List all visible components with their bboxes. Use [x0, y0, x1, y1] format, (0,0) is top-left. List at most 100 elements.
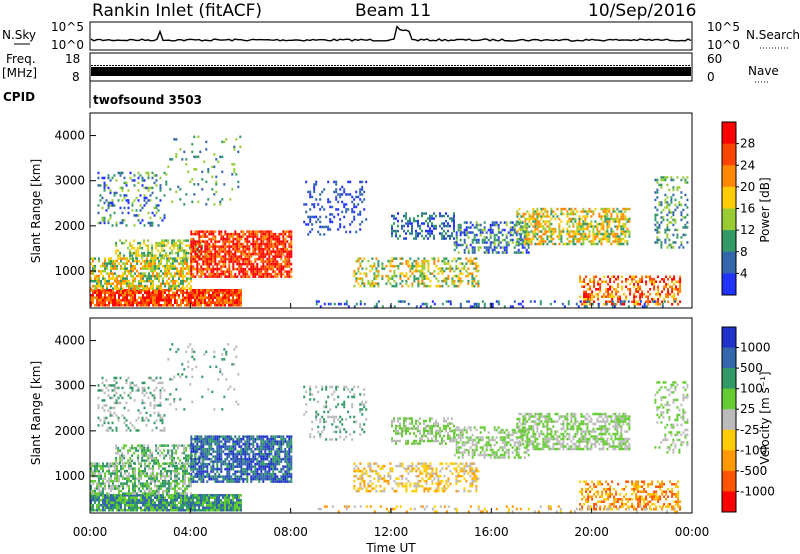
range-cell — [345, 300, 348, 303]
range-cell — [218, 230, 221, 233]
range-cell — [150, 257, 152, 260]
range-cell — [288, 257, 291, 261]
range-cell — [572, 225, 575, 228]
range-cell — [94, 296, 96, 299]
range-cell — [248, 252, 251, 256]
range-cell — [411, 227, 413, 230]
range-cell — [677, 303, 680, 306]
range-cell — [329, 220, 332, 224]
range-cell — [447, 284, 450, 288]
range-cell — [678, 246, 681, 249]
range-cell — [572, 212, 575, 216]
range-cell — [150, 259, 152, 263]
range-cell — [112, 259, 114, 263]
range-cell — [166, 474, 168, 478]
range-cell — [208, 499, 210, 502]
range-cell — [160, 509, 162, 512]
range-cell — [224, 301, 226, 304]
range-cell — [335, 208, 338, 211]
range-cell — [134, 299, 136, 302]
range-cell — [264, 275, 267, 278]
range-cell — [232, 301, 234, 304]
range-cell — [214, 262, 217, 266]
range-cell — [219, 200, 222, 204]
range-cell — [106, 279, 108, 283]
range-cell — [224, 494, 226, 497]
range-cell — [200, 289, 202, 292]
range-cell — [138, 467, 140, 470]
range-cell — [96, 492, 98, 495]
range-cell — [534, 220, 537, 223]
range-cell — [272, 237, 275, 241]
range-cell — [156, 477, 158, 480]
range-cell — [196, 509, 198, 512]
range-cell — [417, 282, 420, 285]
range-cell — [206, 240, 209, 243]
range-cell — [232, 289, 234, 292]
range-cell — [453, 284, 456, 288]
range-cell — [485, 248, 488, 252]
range-cell — [148, 277, 150, 280]
range-cell — [222, 240, 225, 243]
range-cell — [145, 254, 148, 257]
range-cell — [104, 279, 106, 283]
range-cell — [219, 155, 222, 159]
range-cell — [100, 494, 102, 497]
range-cell — [517, 302, 520, 306]
range-cell — [433, 302, 436, 306]
range-cell — [194, 267, 197, 271]
range-cell — [130, 296, 132, 299]
range-cell — [97, 171, 100, 175]
range-cell — [631, 278, 634, 281]
range-cell — [233, 170, 236, 174]
range-cell — [274, 237, 277, 241]
range-cell — [140, 289, 142, 292]
range-cell — [160, 469, 162, 473]
range-cell — [608, 240, 611, 243]
range-cell — [100, 489, 102, 493]
range-cell — [619, 300, 622, 303]
range-cell — [92, 492, 94, 495]
range-cell — [457, 277, 460, 280]
range-cell — [465, 228, 468, 232]
range-cell — [90, 487, 92, 490]
range-cell — [192, 304, 194, 307]
range-cell — [156, 264, 158, 268]
range-cell — [315, 220, 318, 224]
range-cell — [606, 210, 609, 213]
range-cell — [572, 235, 575, 238]
range-cell — [182, 501, 184, 504]
range-cell — [138, 301, 140, 304]
range-cell — [168, 462, 170, 465]
range-cell — [177, 244, 180, 247]
range-cell — [473, 251, 476, 254]
range-cell — [162, 484, 164, 488]
range-cell — [258, 252, 261, 256]
range-cell — [597, 298, 600, 301]
nsky-right-tick-top: 10^5 — [707, 20, 740, 34]
range-cell — [182, 264, 184, 268]
range-cell — [280, 242, 283, 246]
range-cell — [469, 221, 472, 224]
range-cell — [290, 240, 293, 243]
range-cell — [232, 275, 235, 278]
range-cell — [130, 262, 132, 265]
range-cell — [620, 242, 623, 246]
range-cell — [188, 499, 190, 502]
range-cell — [166, 269, 168, 273]
range-cell — [213, 165, 216, 169]
range-cell — [106, 496, 108, 499]
range-cell — [276, 240, 279, 243]
range-cell — [196, 265, 199, 268]
range-cell — [190, 265, 193, 268]
range-cell — [664, 178, 667, 182]
range-cell — [108, 304, 110, 307]
range-cell — [254, 250, 257, 253]
range-cell — [213, 153, 216, 156]
range-cell — [206, 235, 209, 238]
range-cell — [112, 301, 114, 304]
range-cell — [218, 267, 221, 271]
range-cell — [676, 186, 679, 189]
range-cell — [142, 504, 144, 507]
range-cell — [286, 257, 289, 261]
